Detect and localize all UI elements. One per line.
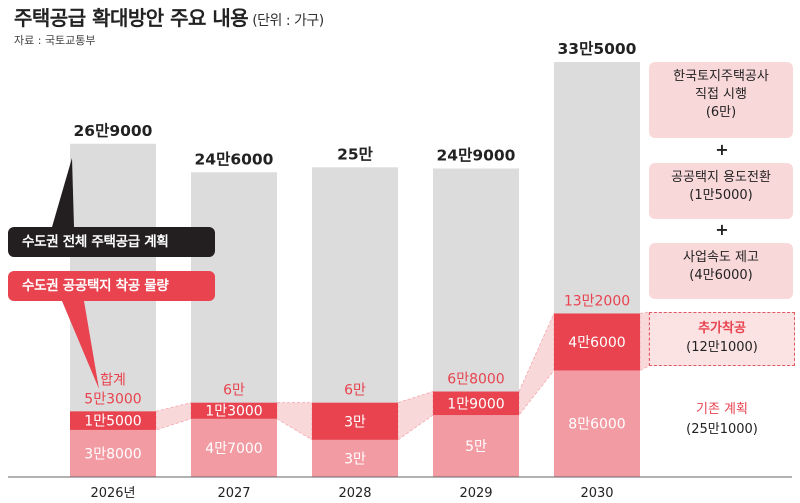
base-plan-segment bbox=[70, 429, 156, 477]
breakdown-conversion-line1: 공공택지 용도전환 bbox=[671, 170, 771, 185]
extra-starts-segment bbox=[70, 411, 156, 430]
x-tick-label: 2030 bbox=[580, 486, 613, 501]
breakdown-speed-up: 사업속도 제고 (4만6000) bbox=[649, 243, 793, 299]
connector-band bbox=[518, 313, 555, 417]
extra-starts-label: 추가착공 bbox=[698, 321, 746, 336]
breakdown-lh-line2: 직접 시행 bbox=[695, 87, 747, 102]
breakdown-lh-line3: (6만) bbox=[705, 105, 737, 120]
legend-public-land-starts: 수도권 공공택지 착공 물량 bbox=[8, 271, 215, 301]
public-total-label: 6만8000 bbox=[447, 372, 504, 388]
breakdown-lh-line1: 한국토지주택공사 bbox=[673, 69, 769, 84]
legend-total-plan: 수도권 전체 주택공급 계획 bbox=[8, 227, 215, 257]
base-plan-segment bbox=[191, 418, 277, 477]
base-plan-label: 기존 계획 bbox=[696, 402, 748, 417]
connector-band bbox=[276, 402, 313, 441]
base-value-label: 8만6000 bbox=[568, 417, 625, 433]
base-value-label: 5만 bbox=[465, 439, 487, 455]
extra-value-label: 1만3000 bbox=[205, 404, 262, 420]
breakdown-land-conversion: 공공택지 용도전환 (1만5000) bbox=[649, 163, 793, 219]
base-plan-segment bbox=[312, 439, 398, 477]
public-total-label: 13만2000 bbox=[564, 293, 630, 309]
x-tick-label: 2028 bbox=[338, 486, 371, 501]
extra-value-label: 1만5000 bbox=[84, 414, 141, 430]
extra-starts-segment bbox=[312, 402, 398, 440]
public-total-label: 6만 bbox=[223, 383, 245, 399]
base-value-label: 4만7000 bbox=[205, 441, 262, 457]
breakdown-speed-line1: 사업속도 제고 bbox=[683, 250, 759, 265]
label-layer: 26만9000 3만8000 1만5000 5만3000 24만6000 4만7000 1만… bbox=[74, 40, 637, 467]
extra-starts-summary: 추가착공 (12만1000) bbox=[649, 312, 795, 366]
connector-band bbox=[155, 402, 192, 431]
public-total-label: 5만3000 bbox=[84, 391, 141, 407]
public-total-label: 6만 bbox=[344, 383, 366, 399]
total-value-label: 26만9000 bbox=[74, 122, 153, 140]
extra-starts-segment bbox=[554, 313, 640, 371]
bar-layer bbox=[70, 62, 640, 478]
extra-value-label: 3만 bbox=[344, 414, 366, 430]
breakdown-lh-direct: 한국토지주택공사 직접 시행 (6만) bbox=[649, 62, 793, 138]
base-plan-value: (25만1000) bbox=[686, 422, 758, 437]
base-value-label: 3만 bbox=[344, 451, 366, 467]
title-text: 주택공급 확대방안 주요 내용 bbox=[14, 6, 249, 30]
breakdown-speed-line2: (4만6000) bbox=[689, 268, 753, 283]
sum-prefix-label: 합계 bbox=[100, 372, 126, 388]
extra-starts-segment bbox=[191, 402, 277, 419]
total-value-label: 24만6000 bbox=[195, 150, 274, 168]
plus-sign: + bbox=[715, 220, 729, 239]
legend-total-pointer bbox=[52, 158, 74, 227]
extra-starts-value: (12만1000) bbox=[686, 340, 758, 355]
connector-to-summary bbox=[639, 311, 650, 372]
extra-value-label: 4만6000 bbox=[568, 335, 625, 351]
total-value-label: 33만5000 bbox=[558, 40, 637, 58]
chart-title: 주택공급 확대방안 주요 내용 (단위 : 가구) bbox=[14, 2, 324, 31]
unit-label: (단위 : 가구) bbox=[252, 13, 324, 29]
extra-value-label: 1만9000 bbox=[447, 396, 504, 412]
axis-layer: 2026년 2027 2028 2029 2030 bbox=[8, 158, 792, 501]
breakdown-conversion-line2: (1만5000) bbox=[689, 188, 753, 203]
x-tick-label: 2027 bbox=[217, 486, 250, 501]
source-note: 자료 : 국토교통부 bbox=[14, 34, 96, 47]
x-tick-label: 2029 bbox=[459, 486, 492, 501]
legend-public-pointer bbox=[62, 301, 99, 389]
plus-sign: + bbox=[715, 140, 729, 159]
total-value-label: 24만9000 bbox=[437, 147, 516, 165]
base-plan-summary: 기존 계획 (25만1000) bbox=[649, 400, 795, 440]
x-tick-label: 2026년 bbox=[90, 486, 135, 501]
total-value-label: 25만 bbox=[337, 145, 374, 163]
extra-starts-segment bbox=[433, 391, 519, 416]
connector-band bbox=[397, 390, 434, 441]
base-value-label: 3만8000 bbox=[84, 446, 141, 462]
base-plan-segment bbox=[554, 370, 640, 477]
base-plan-segment bbox=[433, 415, 519, 477]
